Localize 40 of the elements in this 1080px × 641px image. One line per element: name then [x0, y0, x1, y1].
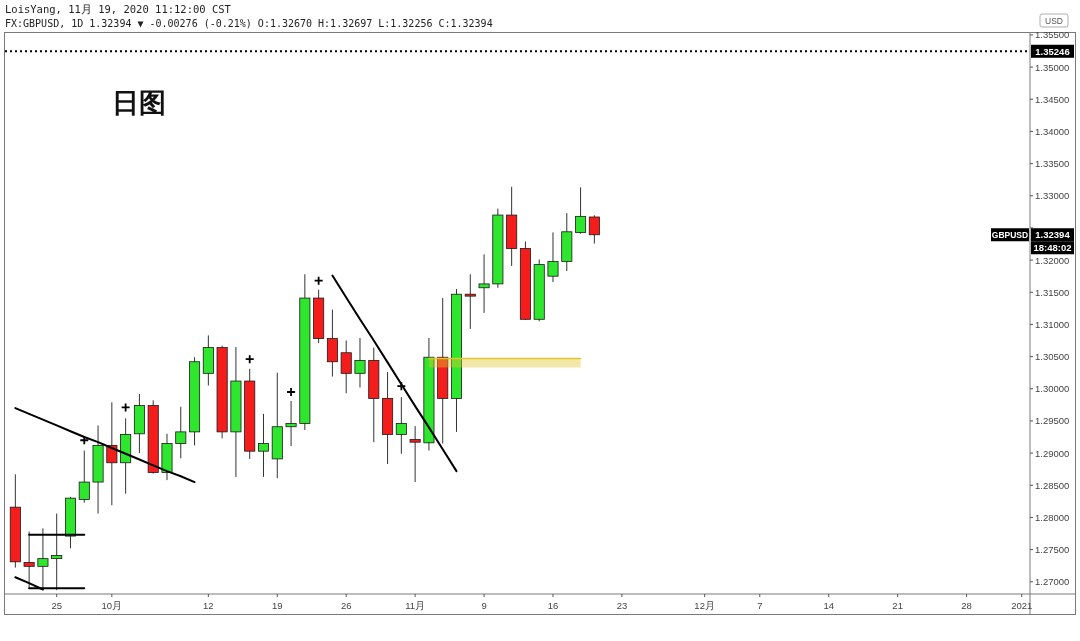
y-tick-label: 1.35500 [1035, 29, 1070, 41]
annotation: 日图 [112, 88, 166, 118]
x-tick-label: 12 [203, 599, 214, 611]
x-tick-label: 19 [271, 599, 283, 611]
y-tick-label: 1.34000 [1035, 125, 1070, 137]
x-tick-label: 14 [823, 599, 835, 611]
x-tick-label: 21 [892, 599, 903, 611]
x-tick-label: 25 [51, 599, 62, 611]
annotation: 1.32394 [1035, 229, 1071, 241]
y-tick-label: 1.28500 [1035, 479, 1070, 491]
y-tick-label: 1.32000 [1035, 254, 1070, 266]
x-tick-label: 2021 [1011, 599, 1033, 611]
annotation: GBPUSD [991, 229, 1029, 240]
y-tick-label: 1.29000 [1035, 447, 1070, 459]
text: USD [1045, 15, 1063, 26]
x-tick-label: 9 [481, 599, 487, 611]
x-tick-label: 11月 [405, 599, 426, 611]
x-tick-label: 23 [616, 599, 628, 611]
y-tick-label: 1.30500 [1035, 351, 1070, 363]
x-tick-label: 7 [757, 599, 763, 611]
y-tick-label: 1.27000 [1035, 576, 1070, 588]
y-tick-label: 1.31500 [1035, 286, 1070, 298]
y-tick-label: 1.33500 [1035, 158, 1070, 170]
chart-title: LoisYang, 11月 19, 2020 11:12:00 CST [5, 3, 232, 15]
y-tick-label: 1.29500 [1035, 415, 1070, 427]
ref-line-label: 1.35246 [1035, 45, 1070, 57]
x-tick-label: 12月 [694, 599, 715, 611]
y-tick-label: 1.35000 [1035, 61, 1070, 73]
x-tick-label: 28 [961, 599, 972, 611]
x-tick-label: 26 [340, 599, 352, 611]
x-tick-label: 16 [547, 599, 559, 611]
y-tick-label: 1.30000 [1035, 383, 1070, 395]
text: 18:48:02 [1033, 242, 1072, 254]
y-tick-label: 1.31000 [1035, 318, 1070, 330]
y-tick-label: 1.27500 [1035, 544, 1070, 556]
chart-subtitle: FX:GBPUSD, 1D 1.32394 ▼ -0.00276 (-0.21%) O:1.32670 H:1.32697 L:1.32256 C:1.32394 [5, 18, 493, 29]
x-tick-label: 10月 [101, 599, 123, 611]
y-tick-label: 1.34500 [1035, 93, 1070, 105]
y-tick-label: 1.28000 [1035, 511, 1070, 523]
y-tick-label: 1.33000 [1035, 190, 1070, 202]
